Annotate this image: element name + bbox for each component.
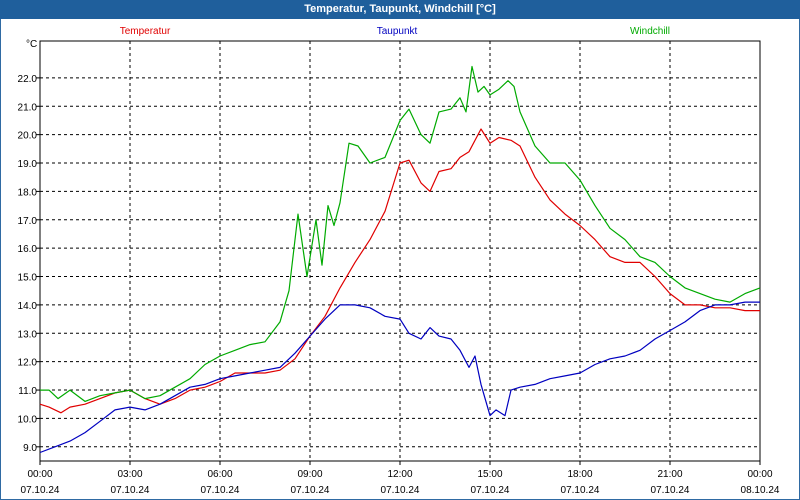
- y-tick-label: 10.0: [18, 414, 38, 425]
- series-line-taupunkt: [39, 301, 760, 454]
- legend-entry-windchill: Windchill: [630, 26, 670, 37]
- series-line-windchill: [40, 65, 761, 402]
- series-lines: [39, 65, 761, 454]
- y-tick-label: 20.0: [18, 131, 38, 142]
- x-tick-time-label: 12:00: [387, 469, 412, 480]
- x-tick-time-label: 06:00: [207, 469, 232, 480]
- y-tick-label: 12.0: [18, 358, 38, 369]
- x-tick-time-label: 03:00: [117, 469, 142, 480]
- grid: [40, 41, 760, 461]
- y-tick-label: 21.0: [18, 102, 38, 113]
- x-tick-time-label: 00:00: [27, 469, 52, 480]
- y-tick-label: 11.0: [18, 386, 37, 397]
- y-tick-label: 15.0: [18, 273, 38, 284]
- x-tick-time-label: 15:00: [477, 469, 502, 480]
- x-tick-date-label: 07.10.24: [651, 485, 690, 496]
- y-axis-ticks: 9.0 10.0 11.0 12.0 13.0 14.0 15.0 16.0 17.0 18.0 1…: [18, 74, 40, 454]
- x-tick-date-label: 07.10.24: [201, 485, 240, 496]
- y-tick-label: 17.0: [18, 216, 38, 227]
- legend-entry-taupunkt: Taupunkt: [377, 26, 418, 37]
- legend: Temperatur Taupunkt Windchill: [120, 26, 670, 37]
- x-tick-date-label: 07.10.24: [471, 485, 510, 496]
- x-tick-time-label: 00:00: [747, 469, 772, 480]
- y-tick-label: 16.0: [18, 244, 38, 255]
- x-tick-time-label: 09:00: [297, 469, 322, 480]
- y-tick-label: 19.0: [18, 159, 38, 170]
- x-axis-ticks: 00:00 07.10.24 03:00 07.10.24 06:00 07.10.24 0…: [21, 461, 780, 496]
- x-tick-time-label: 21:00: [657, 469, 682, 480]
- y-tick-label: 13.0: [18, 329, 38, 340]
- x-tick-date-label: 08.10.24: [741, 485, 780, 496]
- y-tick-label: 18.0: [18, 187, 38, 198]
- y-axis-unit-label: °C: [26, 39, 37, 50]
- x-tick-date-label: 07.10.24: [381, 485, 420, 496]
- x-tick-date-label: 07.10.24: [111, 485, 150, 496]
- x-tick-date-label: 07.10.24: [561, 485, 600, 496]
- series-line-temperatur: [39, 128, 760, 414]
- y-tick-label: 14.0: [18, 301, 38, 312]
- x-tick-date-label: 07.10.24: [21, 485, 60, 496]
- x-tick-time-label: 18:00: [567, 469, 592, 480]
- legend-entry-temperatur: Temperatur: [120, 26, 171, 37]
- y-tick-label: 22.0: [18, 74, 38, 85]
- chart-title: Temperatur, Taupunkt, Windchill [°C]: [0, 0, 800, 19]
- y-tick-label: 9.0: [23, 443, 37, 454]
- x-tick-date-label: 07.10.24: [291, 485, 330, 496]
